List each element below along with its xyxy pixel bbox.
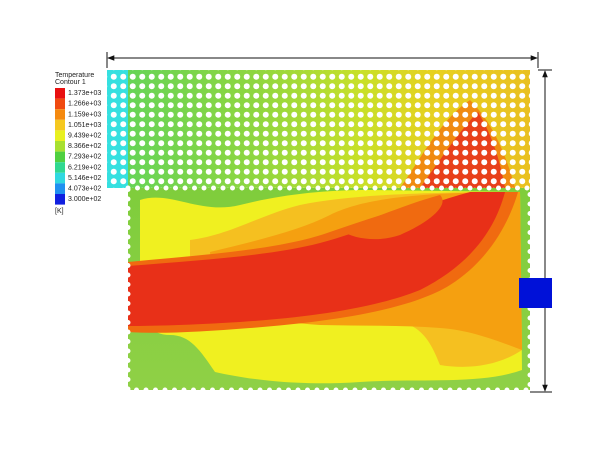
legend-swatch	[55, 119, 65, 131]
legend-swatch	[55, 183, 65, 194]
legend-label: 4.073e+02	[68, 186, 101, 193]
legend-label: 5.146e+02	[68, 175, 101, 182]
legend-label: 8.366e+02	[68, 143, 101, 150]
legend-label: 1.373e+03	[68, 90, 101, 97]
legend-swatch	[55, 172, 65, 184]
legend-swatch	[55, 141, 65, 152]
upper-region	[107, 70, 530, 188]
legend-swatch	[55, 162, 65, 173]
legend-subtitle: Contour 1	[55, 79, 86, 86]
lower-region	[125, 185, 533, 393]
legend: Temperature Contour 1 1.373e+03 1.266e+03…	[55, 72, 101, 215]
legend-swatch	[55, 98, 65, 110]
legend-label: 1.051e+03	[68, 122, 101, 129]
legend-swatch	[55, 151, 65, 163]
legend-label: 7.293e+02	[68, 154, 101, 161]
legend-label: 9.439e+02	[68, 133, 101, 140]
legend-label: 6.219e+02	[68, 164, 101, 171]
legend-swatch	[55, 194, 65, 205]
legend-label: 1.266e+03	[68, 101, 101, 108]
legend-swatch	[55, 88, 65, 99]
legend-title: Temperature	[55, 72, 94, 79]
legend-unit: [K]	[55, 208, 64, 215]
legend-label: 3.000e+02	[68, 196, 101, 203]
outlet	[519, 278, 552, 308]
legend-label: 1.159e+03	[68, 111, 101, 118]
legend-swatch	[55, 109, 65, 120]
legend-swatch	[55, 130, 65, 141]
